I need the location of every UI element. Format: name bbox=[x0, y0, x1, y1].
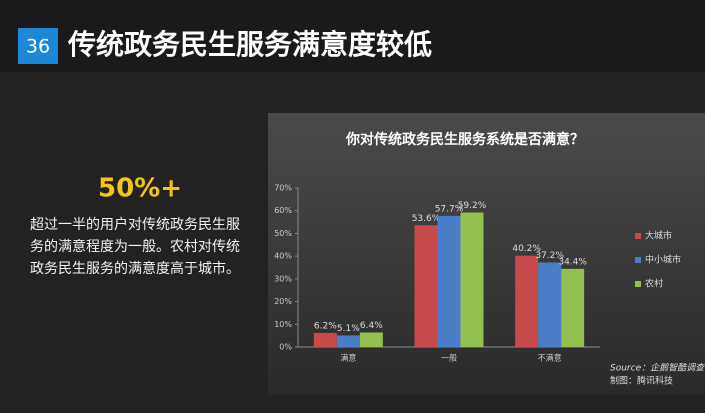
legend-label: 大城市 bbox=[645, 230, 672, 242]
y-tick-label: 70% bbox=[274, 184, 292, 193]
bar bbox=[414, 225, 438, 347]
slide-number: 36 bbox=[26, 36, 50, 58]
bar bbox=[437, 215, 461, 347]
value-label: 59.2% bbox=[458, 201, 487, 211]
x-tick-label: 一般 bbox=[441, 353, 457, 363]
value-label: 6.4% bbox=[360, 321, 383, 331]
x-tick-label: 不满意 bbox=[538, 353, 562, 363]
y-tick-label: 20% bbox=[274, 297, 292, 306]
value-label: 40.2% bbox=[512, 244, 541, 254]
header-band bbox=[0, 0, 705, 72]
legend-label: 农村 bbox=[645, 278, 663, 290]
value-label: 34.4% bbox=[558, 257, 587, 267]
legend-swatch bbox=[635, 233, 641, 239]
legend-swatch bbox=[635, 257, 641, 263]
legend-label: 中小城市 bbox=[645, 254, 681, 266]
y-tick-label: 50% bbox=[274, 229, 292, 238]
bar bbox=[359, 332, 383, 347]
x-tick-label: 满意 bbox=[340, 353, 356, 363]
bar bbox=[538, 262, 562, 347]
credit: 制图：腾讯科技 bbox=[610, 375, 673, 387]
chart-panel bbox=[268, 113, 705, 395]
slide-title: 传统政务民生服务满意度较低 bbox=[67, 28, 432, 61]
chart-title: 你对传统政务民生服务系统是否满意？ bbox=[345, 131, 584, 148]
y-tick-label: 10% bbox=[274, 320, 292, 329]
bar bbox=[336, 335, 360, 347]
description: 超过一半的用户对传统政务民生服务的满意程度为一般。农村对传统政务民生服务的满意度… bbox=[30, 217, 240, 277]
legend-swatch bbox=[635, 281, 641, 287]
value-label: 53.6% bbox=[412, 214, 441, 224]
bar bbox=[561, 268, 585, 347]
y-tick-label: 60% bbox=[274, 206, 292, 215]
source: Source：企鹅智酷调查 bbox=[610, 363, 705, 374]
value-label: 6.2% bbox=[314, 321, 337, 331]
y-tick-label: 30% bbox=[274, 274, 292, 283]
value-label: 57.7% bbox=[435, 204, 464, 214]
highlight: 50%+ bbox=[98, 174, 182, 204]
value-label: 5.1% bbox=[337, 324, 360, 334]
bar bbox=[313, 332, 337, 347]
y-tick-label: 0% bbox=[279, 343, 292, 352]
value-label: 37.2% bbox=[535, 251, 564, 261]
y-tick-label: 40% bbox=[274, 252, 292, 261]
slide-number-box bbox=[18, 28, 58, 64]
bar bbox=[460, 212, 484, 347]
bar bbox=[515, 255, 539, 347]
